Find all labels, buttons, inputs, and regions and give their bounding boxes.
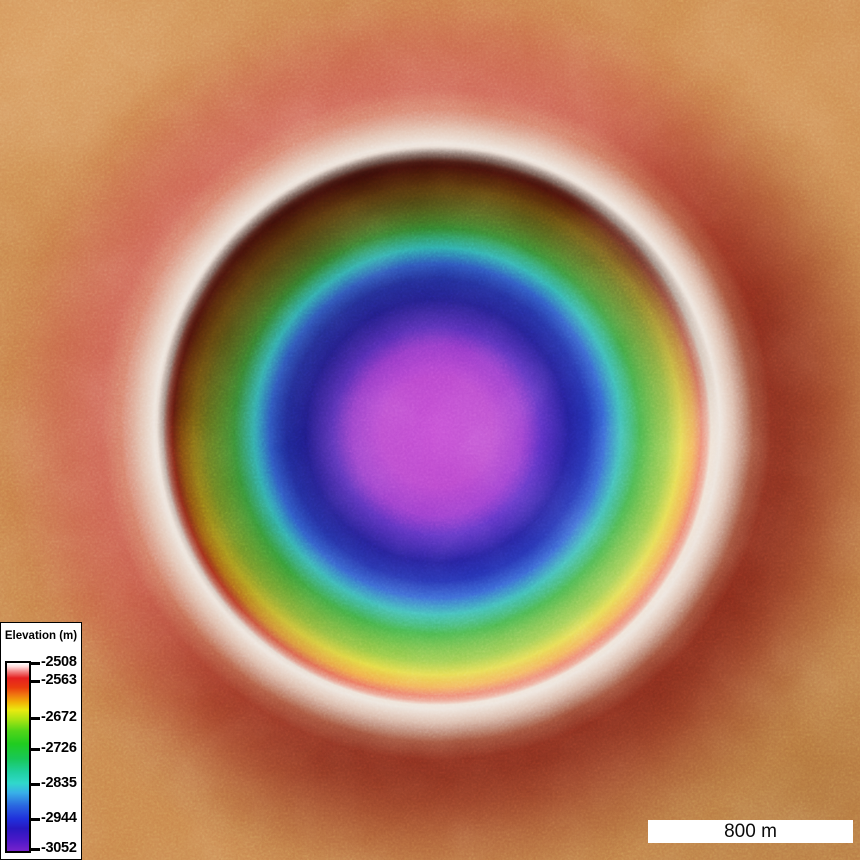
- tick-mark: [31, 748, 40, 751]
- tick-mark: [31, 717, 40, 720]
- tick-label: -2944: [41, 810, 77, 826]
- scale-bar-label: 800 m: [724, 821, 777, 842]
- elevation-colorbar: [5, 661, 31, 853]
- legend-title: Elevation (m): [4, 630, 78, 642]
- elevation-legend: Elevation (m) -2508 -2563 -2672 -2726 -2…: [0, 622, 82, 860]
- tick-label: -3052: [41, 840, 77, 856]
- scale-bar: 800 m: [648, 820, 853, 843]
- tick-label: -2563: [41, 672, 77, 688]
- tick-mark: [31, 818, 40, 821]
- tick-mark: [31, 848, 40, 851]
- tick-label: -2726: [41, 740, 77, 756]
- tick-mark: [31, 662, 40, 665]
- tick-label: -2835: [41, 775, 77, 791]
- tick-label: -2672: [41, 709, 77, 725]
- tick-label: -2508: [41, 654, 77, 670]
- tick-mark: [31, 680, 40, 683]
- tick-mark: [31, 783, 40, 786]
